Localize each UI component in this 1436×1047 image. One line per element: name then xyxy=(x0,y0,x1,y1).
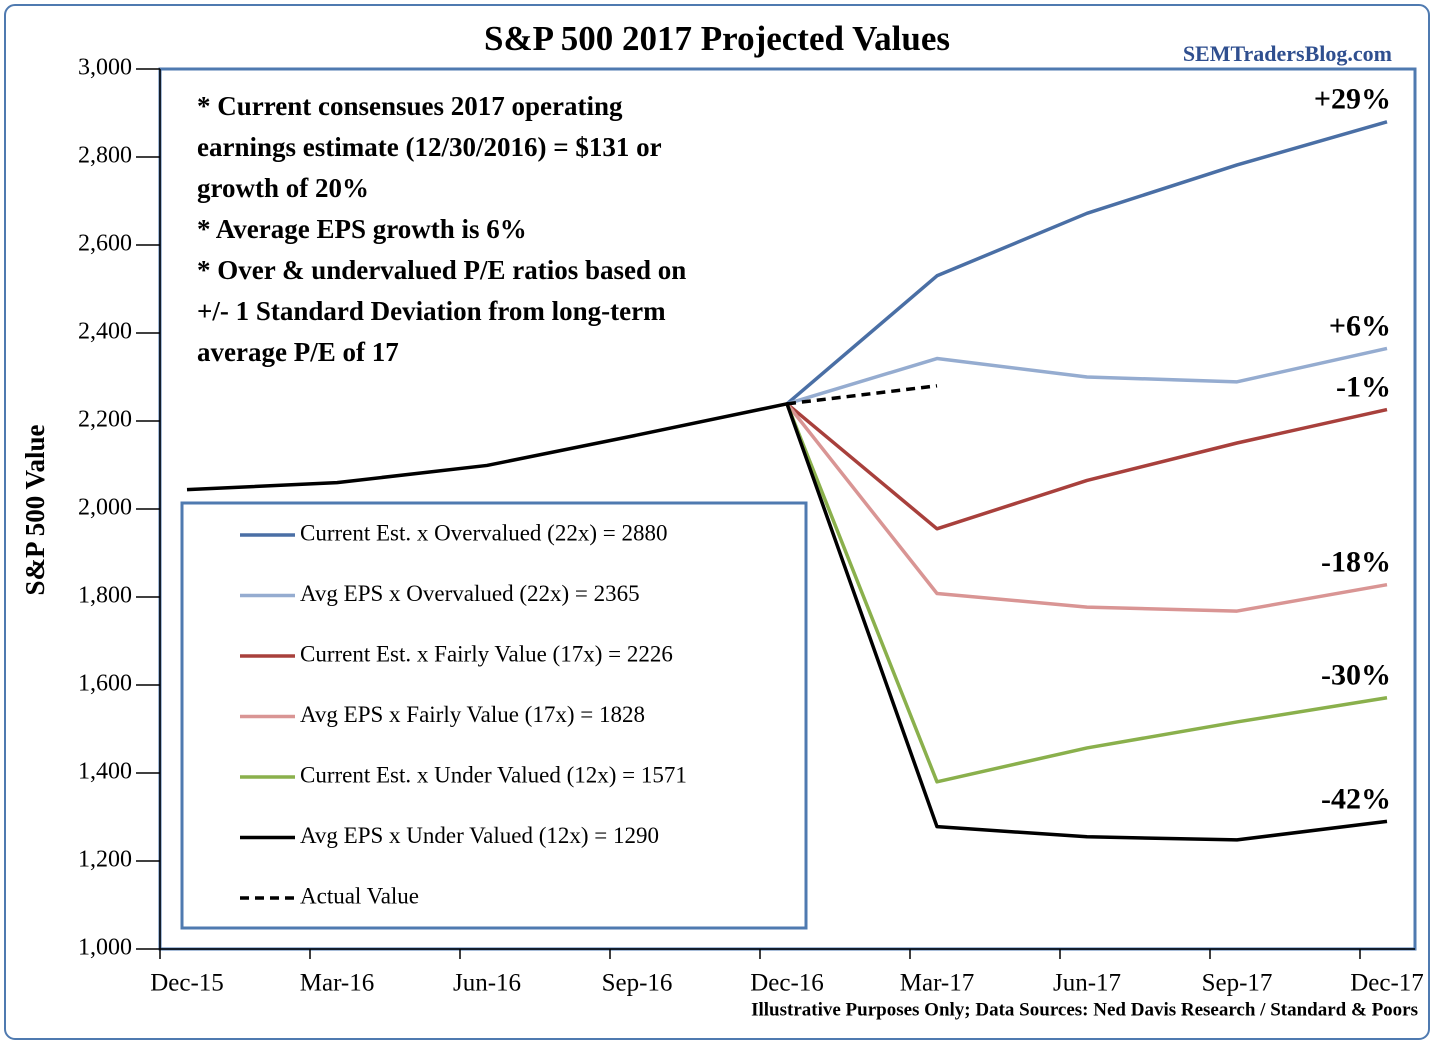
y-tick-label: 2,600 xyxy=(78,231,132,257)
series-line xyxy=(785,402,1388,613)
legend-label: Avg EPS x Fairly Value (17x) = 1828 xyxy=(300,702,645,727)
subtitle: SEMTradersBlog.com xyxy=(1183,41,1392,66)
y-tick-label: 3,000 xyxy=(78,55,132,81)
x-tick-label: Sep-16 xyxy=(602,970,673,997)
legend-label: Avg EPS x Under Valued (12x) = 1290 xyxy=(300,823,659,848)
y-tick-label: 1,000 xyxy=(78,935,132,961)
note-line: * Over & undervalued P/E ratios based on xyxy=(197,255,686,285)
series-line xyxy=(785,402,1388,531)
chart-title: S&P 500 2017 Projected Values xyxy=(484,19,950,58)
y-tick-label: 2,200 xyxy=(78,407,132,433)
end-label: -30% xyxy=(1321,659,1391,692)
note-line: average P/E of 17 xyxy=(197,337,399,367)
y-axis-label: S&P 500 Value xyxy=(20,424,50,595)
legend-label: Current Est. x Overvalued (22x) = 2880 xyxy=(300,520,667,545)
x-tick-label: Mar-17 xyxy=(900,970,974,997)
end-label: +6% xyxy=(1329,309,1391,342)
legend-label: Avg EPS x Overvalued (22x) = 2365 xyxy=(300,581,640,606)
x-tick-label: Jun-16 xyxy=(453,970,521,997)
legend-label: Current Est. x Fairly Value (17x) = 2226 xyxy=(300,641,673,666)
end-label: +29% xyxy=(1314,83,1391,116)
y-tick-label: 2,800 xyxy=(78,143,132,169)
source-note: Illustrative Purposes Only; Data Sources… xyxy=(751,999,1418,1020)
x-tick-label: Jun-17 xyxy=(1053,970,1121,997)
series-line xyxy=(786,346,1388,406)
end-label: -18% xyxy=(1321,546,1391,579)
legend-label: Current Est. x Under Valued (12x) = 1571 xyxy=(300,762,687,787)
end-label: -1% xyxy=(1336,370,1391,403)
y-tick-label: 1,800 xyxy=(78,583,132,609)
note-line: * Current consensues 2017 operating xyxy=(197,91,623,121)
end-label: -42% xyxy=(1321,782,1391,815)
x-tick-label: Dec-17 xyxy=(1350,970,1424,997)
y-tick-label: 1,200 xyxy=(78,847,132,873)
y-tick-label: 1,600 xyxy=(78,671,132,697)
series-line xyxy=(785,120,1388,406)
x-tick-label: Mar-16 xyxy=(300,970,374,997)
y-tick-label: 2,000 xyxy=(78,495,132,521)
note-line: * Average EPS growth is 6% xyxy=(197,214,527,244)
note-line: growth of 20% xyxy=(197,173,369,203)
series-line xyxy=(786,384,938,406)
y-tick-label: 2,400 xyxy=(78,319,132,345)
note-line: earnings estimate (12/30/2016) = $131 or xyxy=(197,132,662,162)
series-line xyxy=(785,403,1388,784)
x-tick-label: Dec-15 xyxy=(150,970,224,997)
note-line: +/- 1 Standard Deviation from long-term xyxy=(197,296,666,326)
y-tick-label: 1,400 xyxy=(78,759,132,785)
x-tick-label: Dec-16 xyxy=(750,970,824,997)
x-tick-label: Sep-17 xyxy=(1202,970,1273,997)
legend-label: Actual Value xyxy=(300,883,419,908)
